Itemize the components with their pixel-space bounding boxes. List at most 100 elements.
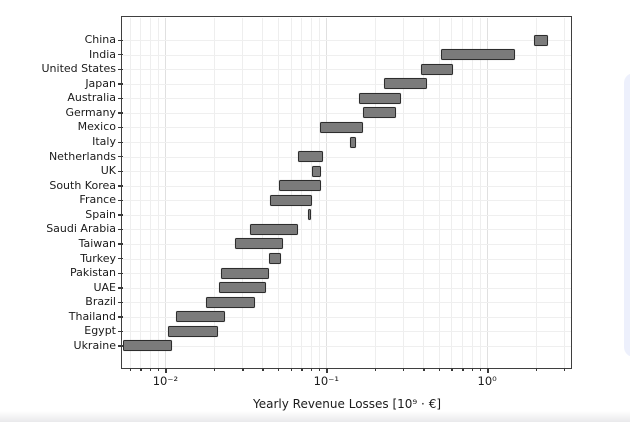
y-tick-mark (118, 243, 123, 245)
plot-area (123, 18, 571, 368)
y-tick-mark (118, 170, 123, 173)
minor-gridline (213, 18, 215, 368)
minor-gridline (310, 18, 312, 368)
y-tick-mark (118, 83, 123, 85)
minor-gridline (479, 18, 481, 368)
y-tick-mark (118, 301, 123, 304)
y-tick-label: UK (100, 164, 116, 178)
range-bar-uae (219, 282, 267, 294)
x-minor-tick-mark (277, 368, 280, 371)
y-tick-mark (118, 68, 123, 71)
range-bar-mexico (319, 121, 363, 133)
range-bar-united-states (421, 63, 453, 75)
y-tick-label: Germany (65, 105, 116, 119)
range-bar-taiwan (234, 238, 284, 250)
row-gridline (123, 345, 571, 347)
range-bar-australia (359, 92, 401, 104)
x-major-tick-mark (487, 368, 489, 373)
range-bar-saudi-arabia (249, 223, 299, 235)
y-tick-label: Thailand (68, 309, 116, 323)
x-major-tick-mark (326, 368, 328, 373)
minor-gridline (462, 18, 464, 368)
range-bar-thailand (175, 311, 225, 323)
range-bar-south-korea (279, 180, 322, 192)
row-gridline (123, 54, 571, 56)
y-tick-mark (118, 112, 123, 114)
x-tick-label: 10⁻¹ (313, 374, 339, 388)
x-minor-tick-mark (438, 368, 441, 371)
row-gridline (123, 156, 571, 158)
minor-gridline (129, 18, 131, 368)
minor-gridline (277, 18, 279, 368)
y-tick-label: South Korea (49, 178, 116, 192)
y-tick-label: France (79, 193, 116, 207)
row-gridline (123, 83, 571, 85)
row-gridline (123, 258, 571, 260)
y-tick-label: Brazil (85, 295, 116, 309)
x-tick-label: 10⁰ (477, 374, 497, 388)
row-gridline (123, 229, 571, 231)
y-tick-mark (118, 199, 123, 202)
y-tick-label: Taiwan (78, 236, 116, 250)
y-tick-label: Ukraine (73, 338, 116, 352)
y-tick-mark (118, 258, 123, 260)
minor-gridline (149, 18, 151, 368)
y-tick-label: Pakistan (69, 266, 116, 280)
x-minor-tick-mark (403, 368, 405, 371)
x-minor-tick-mark (374, 368, 377, 371)
x-minor-tick-mark (479, 368, 482, 371)
x-minor-tick-mark (423, 368, 425, 371)
y-tick-label: United States (41, 62, 117, 76)
range-bar-pakistan (221, 267, 270, 279)
minor-gridline (535, 18, 537, 368)
x-minor-tick-mark (242, 368, 244, 371)
row-gridline (123, 69, 571, 71)
row-gridline (123, 200, 571, 202)
minor-gridline (301, 18, 303, 368)
x-minor-tick-mark (262, 368, 264, 371)
x-minor-tick-mark (462, 368, 464, 371)
row-gridline (123, 302, 571, 304)
minor-gridline (262, 18, 264, 368)
range-bar-uk (312, 165, 322, 177)
y-tick-mark (118, 141, 123, 143)
row-gridline (123, 243, 571, 245)
x-minor-tick-mark (301, 368, 303, 371)
row-gridline (123, 316, 571, 318)
y-tick-mark (118, 126, 123, 129)
y-tick-label: UAE (93, 280, 116, 294)
row-gridline (123, 331, 571, 333)
x-axis-title: Yearly Revenue Losses [10⁹ · €] (252, 397, 442, 411)
major-gridline (165, 18, 167, 368)
range-bar-germany (363, 107, 396, 119)
y-tick-mark (118, 39, 123, 41)
y-tick-label: India (89, 47, 116, 61)
bottom-gradient (0, 411, 630, 422)
x-minor-tick-mark (471, 368, 473, 371)
y-tick-mark (118, 156, 123, 158)
minor-gridline (158, 18, 160, 368)
row-gridline (123, 185, 571, 187)
row-gridline (123, 171, 571, 173)
x-minor-tick-mark (563, 368, 566, 371)
minor-gridline (471, 18, 473, 368)
minor-gridline (242, 18, 244, 368)
x-minor-tick-mark (451, 368, 453, 371)
x-tick-label: 10⁻² (152, 374, 179, 388)
y-tick-label: Netherlands (48, 149, 116, 163)
range-bar-japan (384, 78, 427, 90)
minor-gridline (438, 18, 440, 368)
row-gridline (123, 142, 571, 143)
minor-gridline (451, 18, 453, 368)
y-tick-mark (118, 345, 123, 347)
range-bar-brazil (206, 296, 255, 308)
minor-gridline (423, 18, 425, 368)
minor-gridline (563, 18, 565, 368)
row-gridline (123, 287, 571, 289)
x-minor-tick-mark (140, 368, 142, 371)
y-tick-label: China (84, 33, 116, 46)
row-gridline (123, 40, 571, 41)
range-bar-spain (308, 209, 311, 221)
y-tick-mark (118, 54, 123, 56)
range-bar-egypt (168, 325, 218, 337)
